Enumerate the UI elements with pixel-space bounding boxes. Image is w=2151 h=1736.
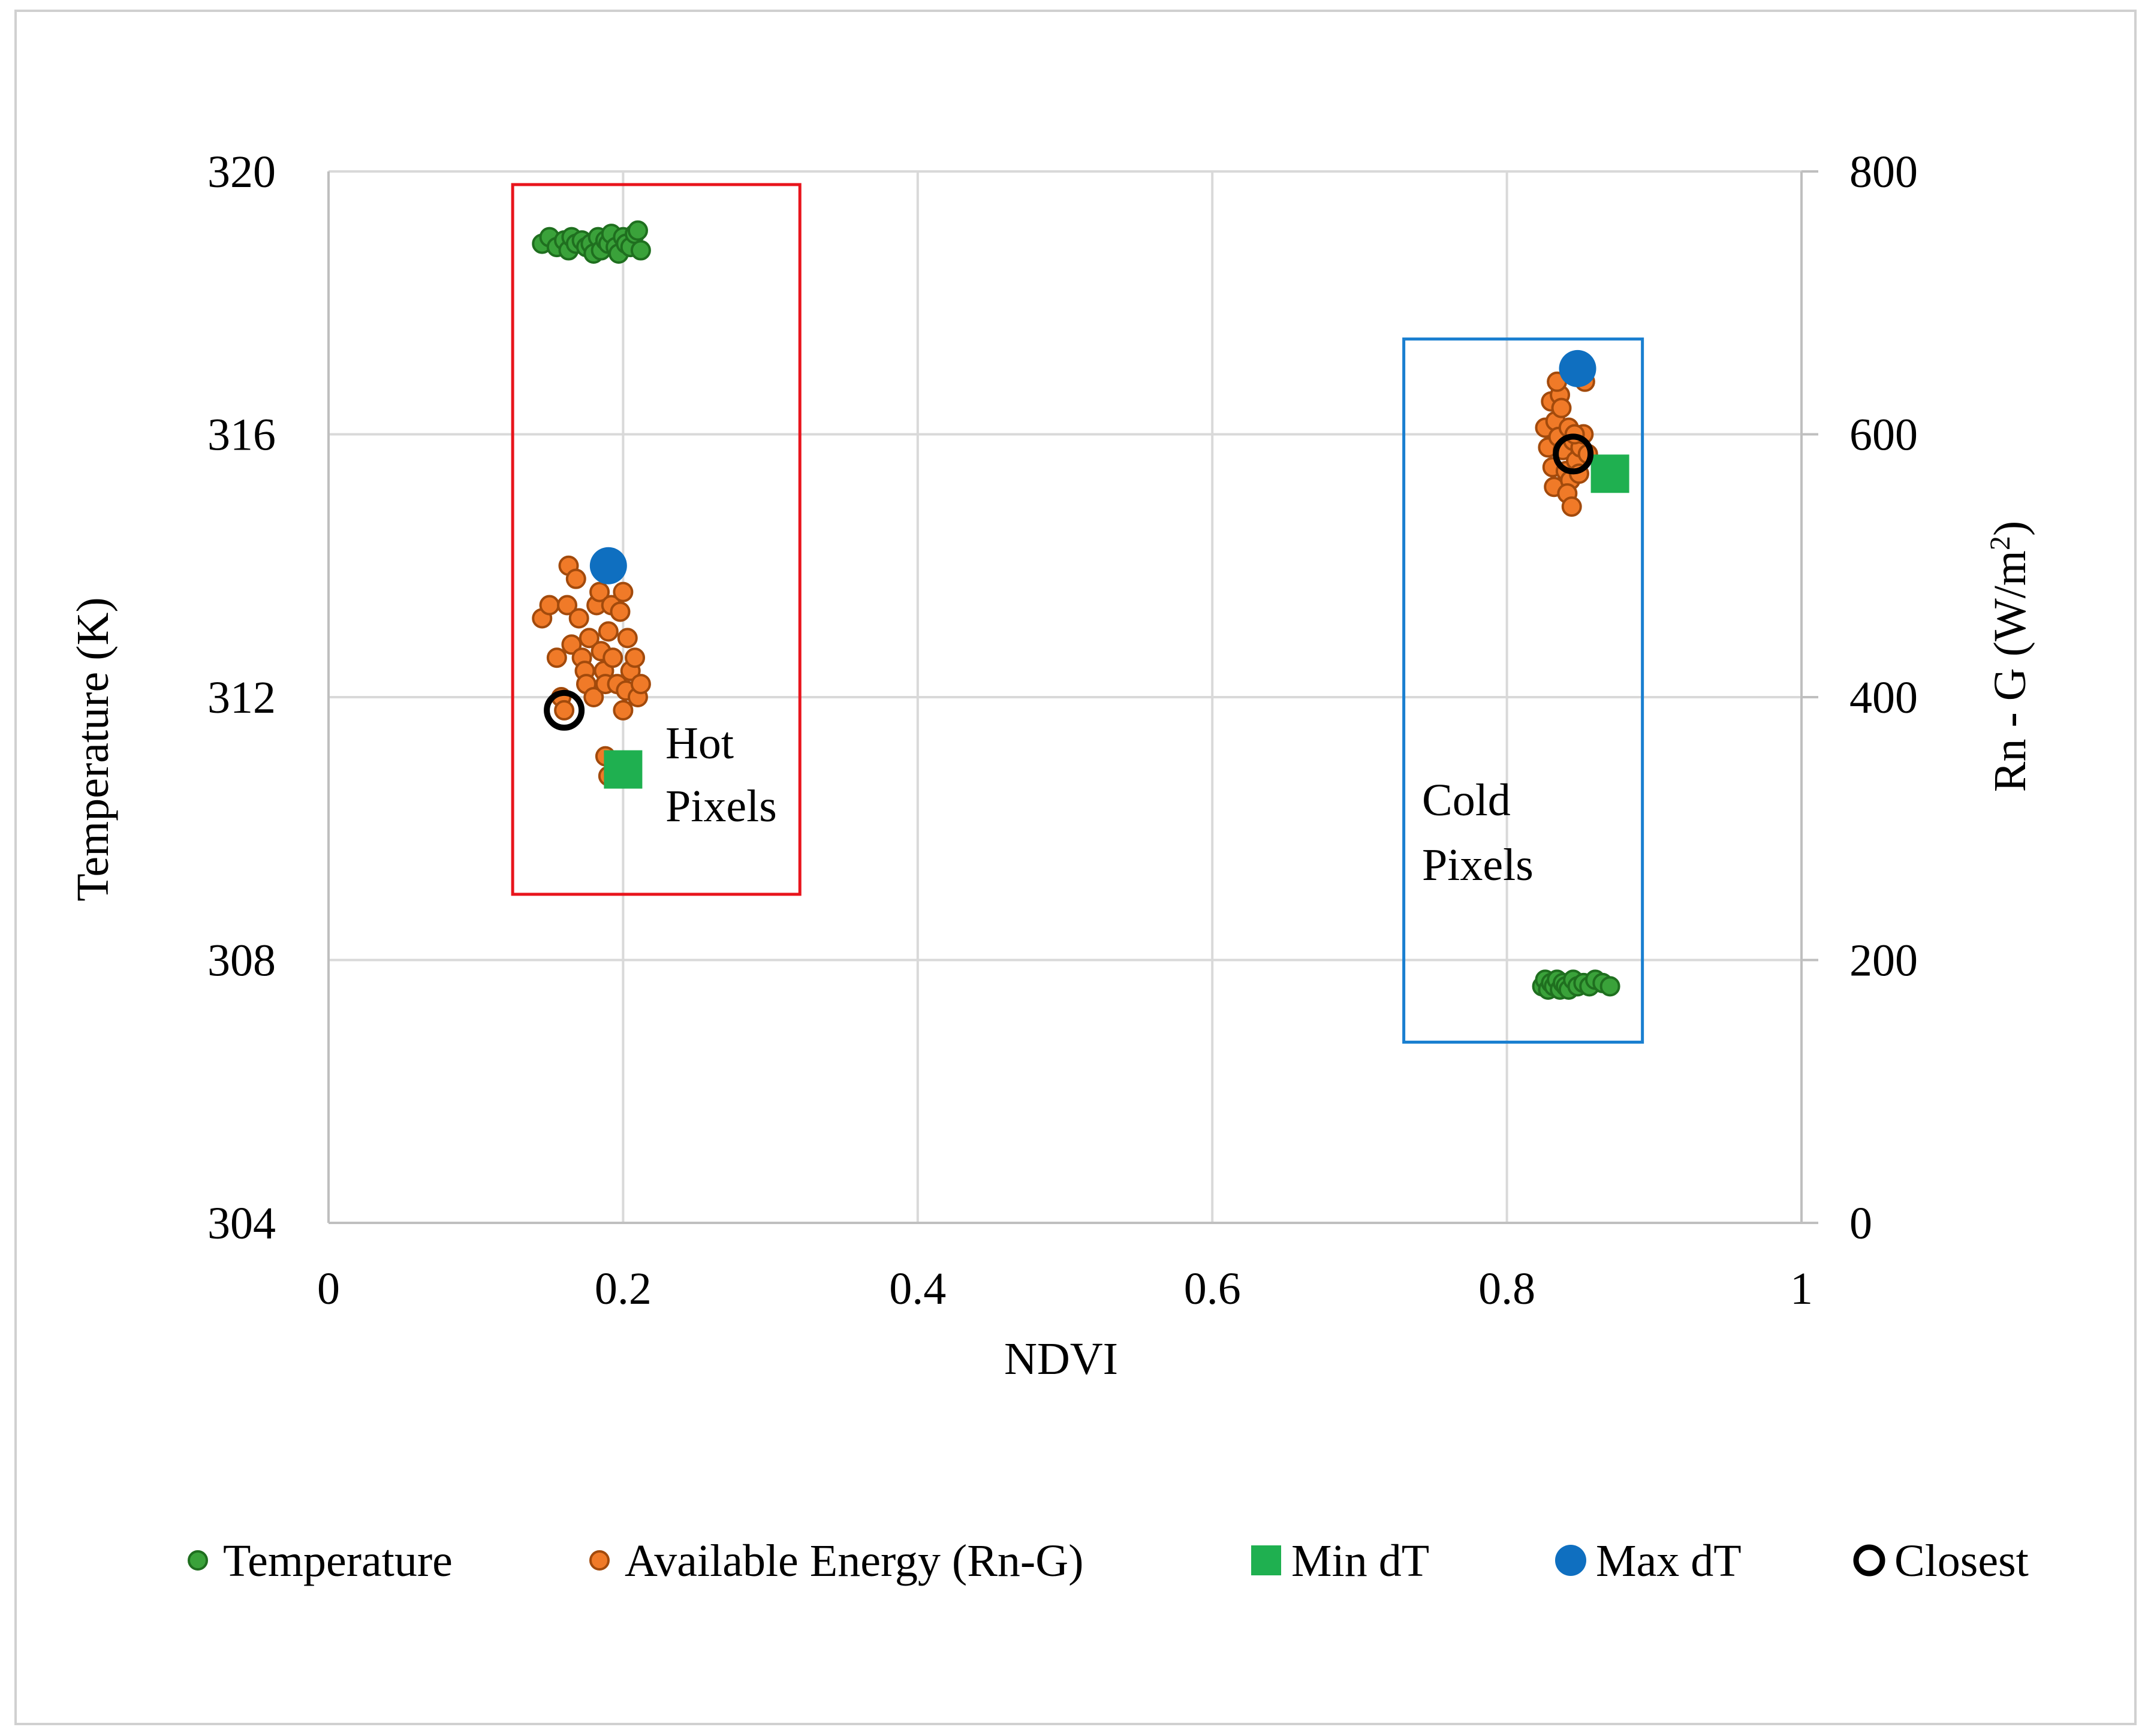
energy-point: [568, 608, 589, 629]
legend: Temperature Available Energy (Rn-G) Min dT…: [188, 1536, 2029, 1586]
legend-closest-marker: [1853, 1544, 1885, 1577]
y-axis-label: Temperature (K): [68, 597, 118, 901]
legend-label: Max dT: [1596, 1536, 1742, 1586]
y2-axis-label: Rn - G (W/m2): [1984, 521, 2036, 792]
energy-point: [579, 628, 599, 649]
x-axis-label: NDVI: [1004, 1334, 1118, 1384]
legend-label: Min dT: [1291, 1536, 1429, 1586]
energy-point: [583, 687, 604, 707]
energy-point: [565, 568, 586, 589]
y-tick-label: 316: [207, 410, 276, 460]
max-dt-point: [1559, 349, 1596, 387]
y2-tick-label: 200: [1849, 936, 1918, 986]
y2-tick-label: 600: [1849, 410, 1918, 460]
x-tick-label: 0: [317, 1264, 340, 1314]
y2-axis-label-end: ): [1985, 521, 2035, 536]
energy-point: [625, 647, 646, 668]
hot-pixels-annotation-line1: Hot: [665, 718, 734, 768]
legend-min-dt-marker: [1251, 1545, 1281, 1575]
y2-tick-label: 800: [1849, 147, 1918, 197]
axes: [327, 170, 1818, 1224]
closest-point: [544, 689, 585, 731]
energy-point: [617, 628, 638, 649]
hot-pixels-annotation-line2: Pixels: [665, 781, 777, 831]
min-dt-point: [1590, 454, 1629, 493]
cold-pixels-annotation-line1: Cold: [1422, 775, 1511, 825]
y2-tick-label: 400: [1849, 673, 1918, 723]
max-dt-point: [589, 547, 627, 584]
legend-energy-marker: [589, 1550, 610, 1571]
x-tick-label: 1: [1790, 1264, 1813, 1314]
legend-label: Temperature: [223, 1536, 453, 1586]
energy-point: [1551, 397, 1572, 418]
min-dt-point: [604, 750, 643, 789]
energy-point: [589, 581, 610, 602]
data-series: [532, 220, 1629, 1000]
legend-max-dt-marker: [1555, 1545, 1586, 1576]
energy-point: [557, 595, 578, 616]
x-tick-label: 0.6: [1184, 1264, 1241, 1314]
energy-point: [602, 647, 623, 668]
energy-point: [1561, 496, 1582, 517]
y-tick-label: 312: [207, 673, 276, 723]
y2-tick-label: 0: [1849, 1198, 1872, 1249]
energy-point: [610, 601, 631, 622]
figure-border: [14, 10, 2137, 1725]
legend-label: Available Energy (Rn-G): [625, 1536, 1083, 1586]
energy-point: [539, 595, 560, 616]
hot-pixels-box: [511, 183, 802, 896]
temperature-point: [627, 220, 648, 241]
x-tick-label: 0.4: [889, 1264, 946, 1314]
temperature-point: [630, 240, 651, 261]
energy-point: [630, 674, 651, 695]
y2-axis-label-sup: 2: [1984, 536, 2016, 550]
energy-point: [554, 700, 575, 721]
energy-point: [561, 634, 582, 655]
energy-point: [613, 700, 634, 721]
closest-point: [1553, 433, 1594, 475]
y-tick-label: 308: [207, 936, 276, 986]
cold-pixels-annotation-line2: Pixels: [1422, 840, 1534, 890]
legend-temperature-marker: [188, 1550, 208, 1571]
energy-point: [598, 621, 619, 642]
legend-label: Closest: [1894, 1536, 2029, 1586]
cold-pixels-box: [1402, 337, 1644, 1044]
tick-labels: 304 308 312 316 320 0 200 400 600 800 0 0.2 0.4 0.6 0.…: [207, 147, 1918, 1314]
x-tick-label: 0.8: [1478, 1264, 1535, 1314]
temperature-point: [1599, 976, 1620, 997]
y2-axis-label-main: Rn - G (W/m: [1985, 550, 2035, 792]
y-tick-label: 304: [207, 1198, 276, 1249]
x-tick-label: 0.2: [595, 1264, 652, 1314]
energy-point: [546, 647, 567, 668]
energy-point: [613, 581, 634, 602]
region-boxes: [511, 183, 1644, 1044]
y-tick-label: 320: [207, 147, 276, 197]
